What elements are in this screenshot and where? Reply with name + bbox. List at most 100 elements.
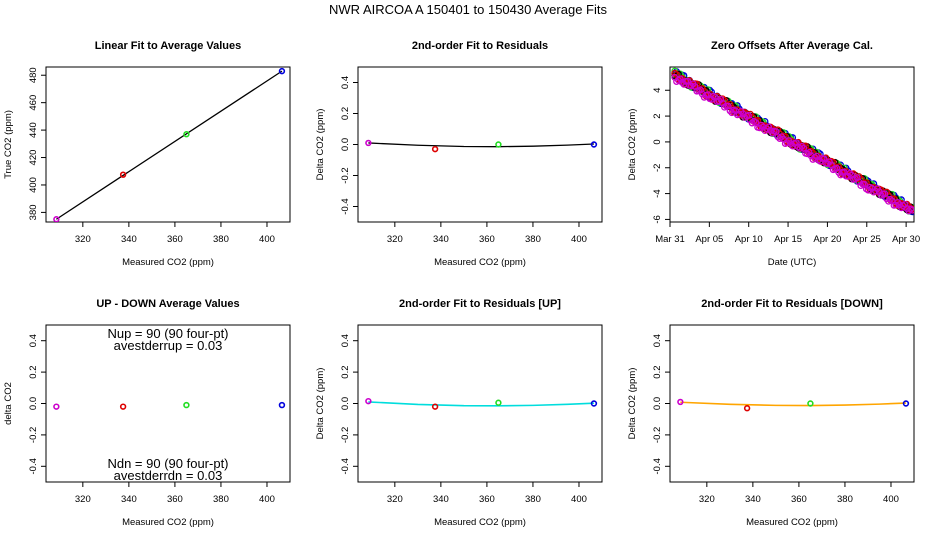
y-tick-label: 0.0	[340, 138, 351, 151]
x-tick-label: 340	[433, 234, 449, 245]
x-tick-label: 340	[745, 494, 761, 505]
panel-3: Zero Offsets After Average Cal. Mar 31 Apr…	[627, 40, 920, 268]
x-tick-label: 320	[75, 234, 91, 245]
x-tick-label: 340	[121, 494, 137, 505]
x-tick-label: Mar 31	[655, 234, 685, 245]
y-tick-label: 0.2	[652, 365, 663, 378]
plot-frame	[669, 66, 915, 223]
y-tick-label: -0.2	[340, 167, 351, 183]
x-tick-label: 320	[387, 234, 403, 245]
panel-4: UP - DOWN Average Values 320 340 360 380 400 -…	[3, 298, 291, 528]
fit-line	[56, 70, 283, 220]
y-tick-label: 420	[28, 150, 39, 166]
x-tick-label: 400	[571, 494, 587, 505]
x-tick-label: 360	[167, 494, 183, 505]
x-tick-label: 320	[699, 494, 715, 505]
x-tick-label: 380	[213, 234, 229, 245]
point-std1	[365, 139, 372, 147]
y-tick-label: 0.4	[340, 334, 351, 347]
fit-curve	[680, 401, 906, 407]
offset-point-purple	[824, 160, 832, 168]
offset-points	[671, 67, 914, 216]
offset-point-purple	[846, 169, 854, 177]
offset-point-purple	[717, 95, 725, 103]
y-tick-label: -0.4	[340, 458, 351, 474]
point-std3	[495, 399, 502, 406]
x-axis-label: Measured CO2 (ppm)	[434, 517, 526, 528]
offset-point-purple	[885, 197, 892, 205]
panel-2: 2nd-order Fit to Residuals 320 340 360 380 40…	[315, 40, 603, 268]
y-tick-label: -2	[652, 164, 663, 172]
x-tick-label: Apr 20	[813, 234, 841, 245]
offset-point-purple	[901, 200, 909, 208]
y-tick-label: 0.2	[28, 365, 39, 378]
point-std4	[902, 400, 910, 407]
y-tick-label: -6	[652, 215, 663, 223]
x-tick-label: 360	[167, 234, 183, 245]
x-axis-label: Measured CO2 (ppm)	[746, 517, 838, 528]
y-tick-label: 0.2	[340, 107, 351, 120]
point-std3	[183, 401, 190, 409]
offset-point-purple	[905, 207, 913, 215]
offset-point-purple	[908, 206, 914, 214]
y-tick-label: 0.2	[340, 365, 351, 378]
point-std3	[183, 131, 190, 138]
x-axis-label: Measured CO2 (ppm)	[122, 257, 214, 268]
point-std1	[677, 398, 684, 406]
y-axis-label: Delta CO2 (ppm)	[315, 368, 326, 440]
x-tick-label: 380	[525, 494, 541, 505]
y-tick-label: 0.0	[652, 397, 663, 410]
x-tick-label: 400	[259, 234, 275, 245]
offset-point-purple	[763, 125, 771, 133]
y-tick-label: 480	[28, 67, 39, 83]
panel-title: Linear Fit to Average Values	[95, 40, 242, 52]
plot-frame	[45, 66, 291, 223]
y-axis-label: delta CO2	[3, 382, 14, 425]
point-std1	[53, 216, 60, 222]
point-std3	[495, 141, 502, 148]
offset-point-purple	[798, 142, 806, 150]
series-layer	[365, 397, 598, 410]
y-tick-label: -0.2	[340, 427, 351, 443]
y-tick-label: 0.0	[340, 397, 351, 410]
x-axis-label: Date (UTC)	[768, 257, 817, 268]
y-axis-label: True CO2 (ppm)	[3, 110, 14, 179]
panel-1: Linear Fit to Average Values 320 340 360 380…	[3, 40, 291, 268]
series-layer	[677, 398, 910, 412]
x-tick-label: Apr 05	[695, 234, 723, 245]
y-tick-label: -0.2	[28, 427, 39, 443]
point-std2	[431, 145, 439, 153]
x-tick-label: 400	[571, 234, 587, 245]
x-tick-label: Apr 10	[735, 234, 763, 245]
y-tick-label: 460	[28, 95, 39, 111]
panel-title: Zero Offsets After Average Cal.	[711, 40, 873, 52]
x-tick-label: 340	[121, 234, 137, 245]
series-layer	[53, 401, 286, 410]
x-tick-label: 400	[259, 494, 275, 505]
offset-point-purple	[857, 182, 865, 190]
panel-5: 2nd-order Fit to Residuals [UP] 320 340 360…	[315, 298, 603, 528]
offset-point-purple	[776, 135, 784, 142]
panels: Linear Fit to Average Values 320 340 360 380…	[3, 40, 920, 528]
offset-point-purple	[676, 75, 684, 83]
x-tick-label: 380	[213, 494, 229, 505]
annotation-bottom: avestderrdn = 0.03	[114, 468, 223, 483]
y-axis-label: Delta CO2 (ppm)	[627, 109, 638, 181]
series-layer	[53, 67, 286, 222]
annotation-top: avestderrup = 0.03	[114, 338, 223, 353]
panel-title: 2nd-order Fit to Residuals [UP]	[399, 298, 561, 310]
x-tick-label: 380	[525, 234, 541, 245]
offset-point-purple	[774, 133, 782, 141]
x-tick-label: Apr 15	[774, 234, 802, 245]
point-std2	[743, 405, 751, 412]
offset-point-purple	[765, 123, 773, 131]
series-layer	[365, 139, 598, 153]
y-tick-label: -0.4	[340, 198, 351, 214]
fit-curve	[368, 142, 594, 148]
offset-point-purple	[748, 119, 756, 127]
point-std1	[53, 403, 60, 410]
x-tick-label: 320	[387, 494, 403, 505]
point-std1	[365, 397, 372, 405]
offset-point-purple	[757, 121, 765, 129]
